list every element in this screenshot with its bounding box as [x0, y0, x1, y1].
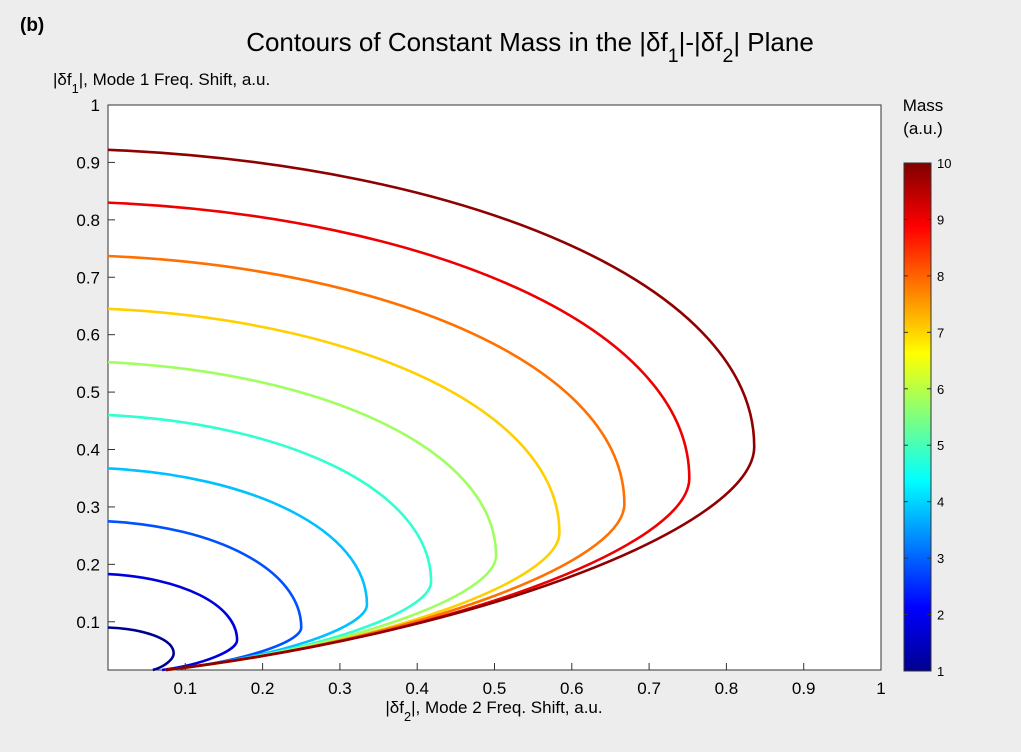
x-tick-label: 0.2: [251, 679, 275, 698]
x-tick-label: 0.8: [715, 679, 739, 698]
x-tick-label: 0.1: [173, 679, 197, 698]
colorbar-title: Mass: [903, 96, 944, 115]
contour-line-mass-4: [107, 467, 369, 672]
chart-title: Contours of Constant Mass in the |δf1|-|…: [246, 27, 814, 67]
colorbar: [903, 162, 932, 672]
x-tick-label: 0.3: [328, 679, 352, 698]
colorbar-tick-label: 6: [937, 382, 944, 397]
colorbar-tick-label: 10: [937, 156, 951, 171]
x-axis-label: |δf2|, Mode 2 Freq. Shift, a.u.: [385, 698, 602, 724]
contour-lines: [107, 148, 756, 672]
x-tick-label: 1: [876, 679, 885, 698]
panel-label: (b): [20, 15, 44, 36]
y-tick-label: 0.7: [76, 268, 100, 287]
plot-area: [107, 104, 882, 671]
y-tick-label: 0.4: [76, 441, 100, 460]
y-tick-label: 0.8: [76, 211, 100, 230]
x-tick-label: 0.9: [792, 679, 816, 698]
colorbar-tick-label: 7: [937, 325, 944, 340]
contour-line-mass-6: [107, 360, 498, 672]
y-tick-label: 0.1: [76, 613, 100, 632]
x-tick-label: 0.4: [405, 679, 429, 698]
y-tick-label: 0.6: [76, 326, 100, 345]
x-tick-label: 0.7: [637, 679, 661, 698]
colorbar-tick-label: 2: [937, 608, 944, 623]
x-tick-label: 0.5: [483, 679, 507, 698]
colorbar-ticks: 1 2 3 4 5 6 7 8 9 10: [904, 156, 951, 679]
colorbar-tick-label: 1: [937, 664, 944, 679]
contour-line-mass-8: [107, 254, 626, 672]
colorbar-tick-label: 3: [937, 551, 944, 566]
colorbar-tick-label: 5: [937, 438, 944, 453]
y-tick-label: 0.9: [76, 153, 100, 172]
colorbar-unit: (a.u.): [903, 119, 943, 138]
colorbar-tick-label: 9: [937, 212, 944, 227]
x-tick-label: 0.6: [560, 679, 584, 698]
contour-line-mass-10: [107, 148, 756, 672]
y-tick-label: 0.2: [76, 555, 100, 574]
contour-line-mass-3: [107, 519, 303, 672]
y-tick-label: 1: [91, 96, 100, 115]
colorbar-tick-label: 4: [937, 495, 944, 510]
y-axis-label: |δf1|, Mode 1 Freq. Shift, a.u.: [53, 70, 270, 96]
contour-line-mass-1: [107, 626, 176, 672]
y-axis-ticks: 0.1 0.2 0.3 0.4 0.5 0.6 0.7 0.8 0.9 1: [76, 96, 115, 632]
x-axis-ticks: 0.1 0.2 0.3 0.4 0.5 0.6 0.7 0.8 0.9 1: [173, 663, 886, 698]
y-tick-label: 0.5: [76, 383, 100, 402]
y-tick-label: 0.3: [76, 498, 100, 517]
contour-line-mass-2: [107, 572, 239, 672]
colorbar-tick-label: 8: [937, 269, 944, 284]
